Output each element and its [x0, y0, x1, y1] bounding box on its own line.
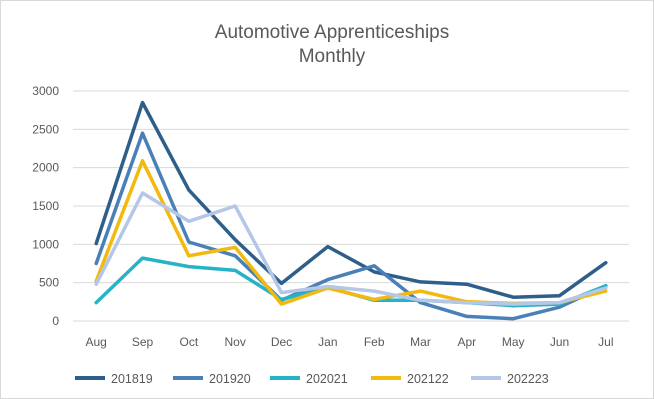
chart-subtitle: Monthly	[299, 46, 366, 67]
x-axis-ticks: Aug Sep Oct Nov Dec Jan Feb Mar Apr May Jun Jul	[85, 335, 613, 349]
legend-label-202223: 202223	[507, 372, 549, 386]
x-tick-label: Mar	[410, 335, 431, 349]
series-line-201920	[94, 131, 608, 321]
y-tick-label: 500	[39, 276, 59, 290]
y-axis-ticks: 0 500 1000 1500 2000 2500 3000	[32, 84, 59, 328]
series-line-201819	[94, 100, 608, 299]
y-tick-label: 0	[52, 314, 59, 328]
x-tick-label: Apr	[457, 335, 476, 349]
x-tick-label: May	[502, 335, 525, 349]
legend-label-202122: 202122	[407, 372, 449, 386]
x-tick-label: Oct	[179, 335, 198, 349]
x-tick-label: Feb	[364, 335, 385, 349]
x-tick-label: Sep	[132, 335, 154, 349]
legend-label-201819: 201819	[111, 372, 153, 386]
y-tick-label: 1500	[32, 199, 59, 213]
y-tick-label: 2000	[32, 161, 59, 175]
series-line-202223	[94, 191, 608, 306]
x-tick-label: Aug	[85, 335, 106, 349]
legend-label-201920: 201920	[209, 372, 251, 386]
x-tick-label: Nov	[224, 335, 245, 349]
y-tick-label: 1000	[32, 237, 59, 251]
chart-title: Automotive Apprenticeships	[215, 22, 449, 43]
x-tick-label: Dec	[271, 335, 292, 349]
series-lines	[94, 100, 608, 321]
y-tick-label: 3000	[32, 84, 59, 98]
x-tick-label: Jan	[318, 335, 337, 349]
x-tick-label: Jun	[550, 335, 569, 349]
x-tick-label: Jul	[598, 335, 613, 349]
legend: 201819 201920 202021 202122 202223	[75, 372, 549, 386]
legend-label-202021: 202021	[306, 372, 348, 386]
y-tick-label: 2500	[32, 122, 59, 136]
series-line-202021	[94, 256, 608, 308]
